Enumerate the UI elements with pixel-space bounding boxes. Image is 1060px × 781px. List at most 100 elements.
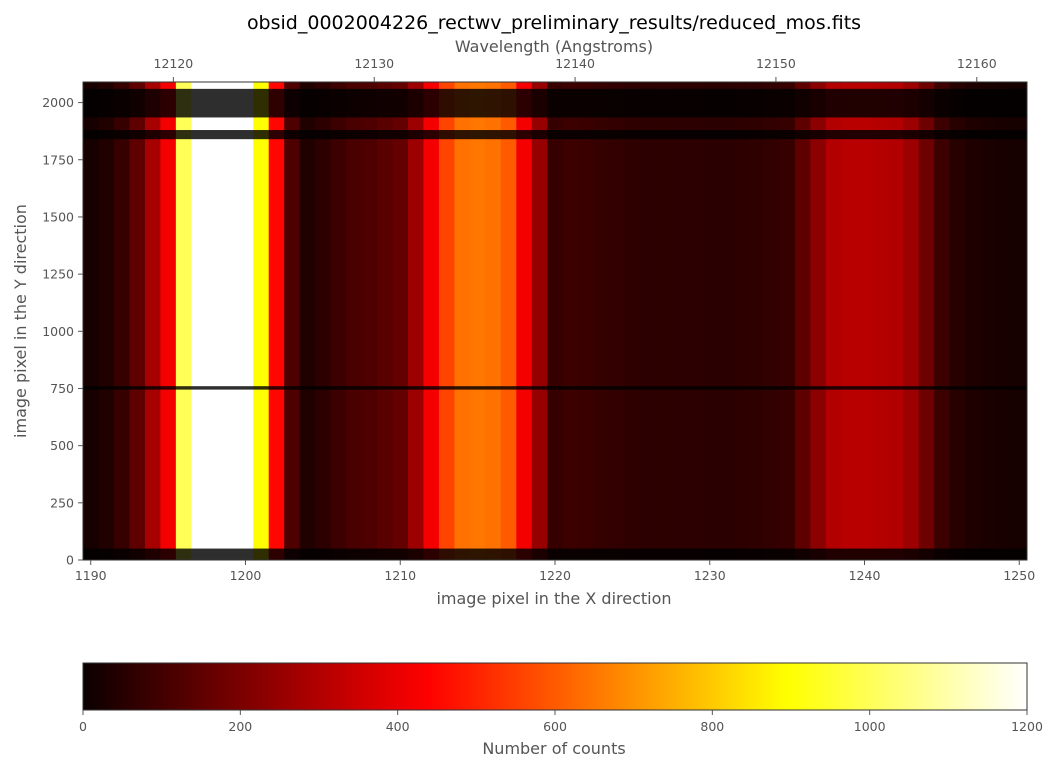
dark-band	[83, 548, 1027, 560]
heatmap-column	[144, 82, 161, 560]
heatmap-column	[918, 82, 935, 560]
x-axis-label: image pixel in the X direction	[436, 589, 671, 608]
heatmap-column	[686, 82, 703, 560]
heatmap-column	[222, 82, 239, 560]
heatmap-column	[160, 82, 177, 560]
y-tick-label: 1500	[42, 209, 74, 224]
y-axis-ticks: 0 250 500 750 1000 1250 1500 1750 2000	[42, 95, 83, 568]
heatmap-column	[206, 82, 223, 560]
colorbar-tick-label: 1200	[1011, 719, 1043, 734]
heatmap-column	[175, 82, 192, 560]
heatmap-column	[732, 82, 749, 560]
y-axis-label: image pixel in the Y direction	[11, 204, 30, 438]
top-axis-label: Wavelength (Angstroms)	[455, 37, 653, 56]
heatmap-column	[1011, 82, 1028, 560]
heatmap-column	[547, 82, 564, 560]
heatmap-column	[113, 82, 130, 560]
dark-band	[83, 386, 1027, 390]
heatmap-column	[83, 82, 99, 560]
colorbar: 0 200 400 600 800 1000 1200 Number of counts	[79, 662, 1043, 758]
heatmap-column	[671, 82, 687, 560]
y-tick-label: 500	[50, 438, 74, 453]
heatmap-plot	[82, 81, 1028, 561]
heatmap-column	[965, 82, 981, 560]
heatmap-column	[794, 82, 811, 560]
heatmap-column	[872, 82, 889, 560]
heatmap-column	[717, 82, 734, 560]
heatmap-column	[531, 82, 548, 560]
top-axis-ticks: 12120 12130 12140 12150 12160	[154, 56, 997, 82]
heatmap-column	[377, 82, 393, 560]
heatmap-column	[763, 82, 780, 560]
heatmap-column	[361, 82, 378, 560]
chart-title: obsid_0002004226_rectwv_preliminary_resu…	[247, 12, 861, 34]
colorbar-tick-label: 200	[228, 719, 252, 734]
top-tick-label: 12140	[555, 56, 595, 71]
heatmap-column	[624, 82, 641, 560]
y-tick-label: 1750	[42, 152, 74, 167]
heatmap-column	[315, 82, 332, 560]
heatmap-column	[593, 82, 610, 560]
top-tick-label: 12130	[354, 56, 394, 71]
x-tick-label: 1220	[539, 568, 571, 583]
heatmap-column	[980, 82, 997, 560]
x-tick-label: 1230	[694, 568, 726, 583]
heatmap-column	[392, 82, 409, 560]
heatmap-column	[469, 82, 486, 560]
heatmap-column	[423, 82, 440, 560]
heatmap-column	[702, 82, 718, 560]
y-tick-label: 2000	[42, 95, 74, 110]
heatmap-column	[825, 82, 842, 560]
x-axis-ticks: 1190 1200 1210 1220 1230 1240 1250	[75, 560, 1035, 583]
heatmap-column	[330, 82, 347, 560]
heatmap-column	[98, 82, 115, 560]
heatmap-column	[237, 82, 254, 560]
heatmap-column	[299, 82, 316, 560]
heatmap-column	[949, 82, 966, 560]
heatmap-column	[934, 82, 951, 560]
heatmap-column	[640, 82, 656, 560]
x-tick-label: 1250	[1003, 568, 1035, 583]
dark-band	[83, 130, 1027, 140]
heatmap-column	[268, 82, 285, 560]
heatmap-column	[129, 82, 146, 560]
top-tick-label: 12160	[957, 56, 997, 71]
colorbar-tick-label: 800	[700, 719, 724, 734]
colorbar-tick-label: 1000	[854, 719, 886, 734]
heatmap-column	[500, 82, 517, 560]
heatmap-column	[407, 82, 424, 560]
colorbar-tick-label: 600	[543, 719, 567, 734]
x-tick-label: 1200	[230, 568, 262, 583]
x-tick-label: 1190	[75, 568, 107, 583]
top-tick-label: 12150	[756, 56, 796, 71]
heatmap-column	[438, 82, 455, 560]
heatmap-column	[454, 82, 471, 560]
y-tick-label: 250	[50, 495, 74, 510]
colorbar-tick-label: 0	[79, 719, 87, 734]
heatmap-column	[810, 82, 827, 560]
heatmap-column	[284, 82, 301, 560]
heatmap-column	[887, 82, 904, 560]
colorbar-tick-label: 400	[386, 719, 410, 734]
heatmap-column	[485, 82, 502, 560]
x-tick-label: 1210	[384, 568, 416, 583]
heatmap-column	[191, 82, 208, 560]
colorbar-label: Number of counts	[482, 739, 625, 758]
heatmap-column	[903, 82, 920, 560]
heatmap-column	[253, 82, 270, 560]
colorbar-gradient	[82, 662, 1028, 711]
top-tick-label: 12120	[154, 56, 194, 71]
heatmap-column	[748, 82, 765, 560]
heatmap-column	[779, 82, 796, 560]
heatmap-column	[562, 82, 579, 560]
heatmap-column	[655, 82, 672, 560]
heatmap-column	[578, 82, 595, 560]
heatmap-column	[996, 82, 1012, 560]
heatmap-column	[516, 82, 533, 560]
heatmap-column	[841, 82, 858, 560]
y-tick-label: 1000	[42, 324, 74, 339]
heatmap-column	[346, 82, 362, 560]
heatmap-column	[856, 82, 873, 560]
y-tick-label: 750	[50, 381, 74, 396]
